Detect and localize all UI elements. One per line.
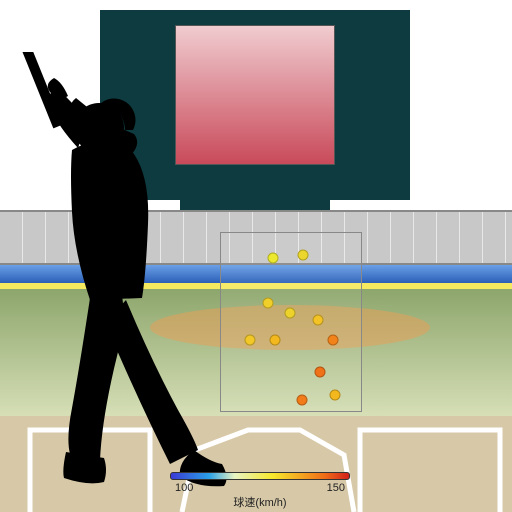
pitch-marker xyxy=(315,367,326,378)
pitch-marker xyxy=(330,390,341,401)
pitch-marker xyxy=(268,253,279,264)
colorbar-tick: 100 xyxy=(175,482,193,494)
pitch-marker xyxy=(328,335,339,346)
pitch-marker xyxy=(263,298,274,309)
colorbar-ticks: 100 150 xyxy=(165,482,355,494)
pitch-marker xyxy=(313,315,324,326)
colorbar-tick: 150 xyxy=(327,482,345,494)
colorbar-gradient xyxy=(170,472,350,480)
pitch-marker xyxy=(270,335,281,346)
colorbar: 100 150 球速(km/h) xyxy=(165,472,355,510)
batter-silhouette-icon xyxy=(0,52,250,497)
pitch-marker xyxy=(285,308,296,319)
colorbar-label: 球速(km/h) xyxy=(165,494,355,510)
figure-root: 100 150 球速(km/h) xyxy=(0,0,512,512)
pitch-marker xyxy=(297,395,308,406)
pitch-marker xyxy=(298,250,309,261)
